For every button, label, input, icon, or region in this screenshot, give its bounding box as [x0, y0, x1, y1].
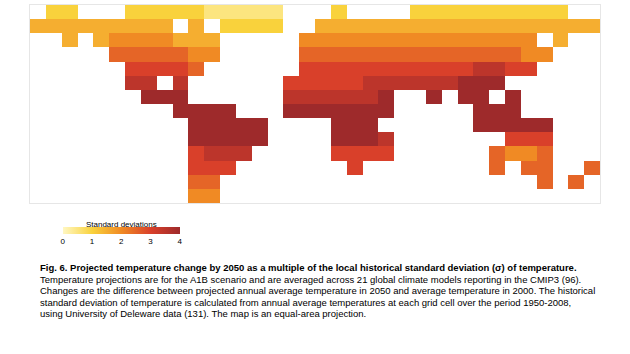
html-text:Temperature projections are fo: Temperature projections are for the A1B … — [40, 273, 596, 320]
svg-text:0: 0 — [61, 237, 66, 246]
html-text:Fig. 6. Projected temperature: Fig. 6. Projected temperature change by … — [40, 262, 577, 273]
svg-text:1: 1 — [90, 237, 95, 246]
svg-text:2: 2 — [119, 237, 124, 246]
svg-text:3: 3 — [148, 237, 153, 246]
svg-text:4: 4 — [178, 237, 183, 246]
svg-text:Standard deviations: Standard deviations — [86, 220, 157, 229]
